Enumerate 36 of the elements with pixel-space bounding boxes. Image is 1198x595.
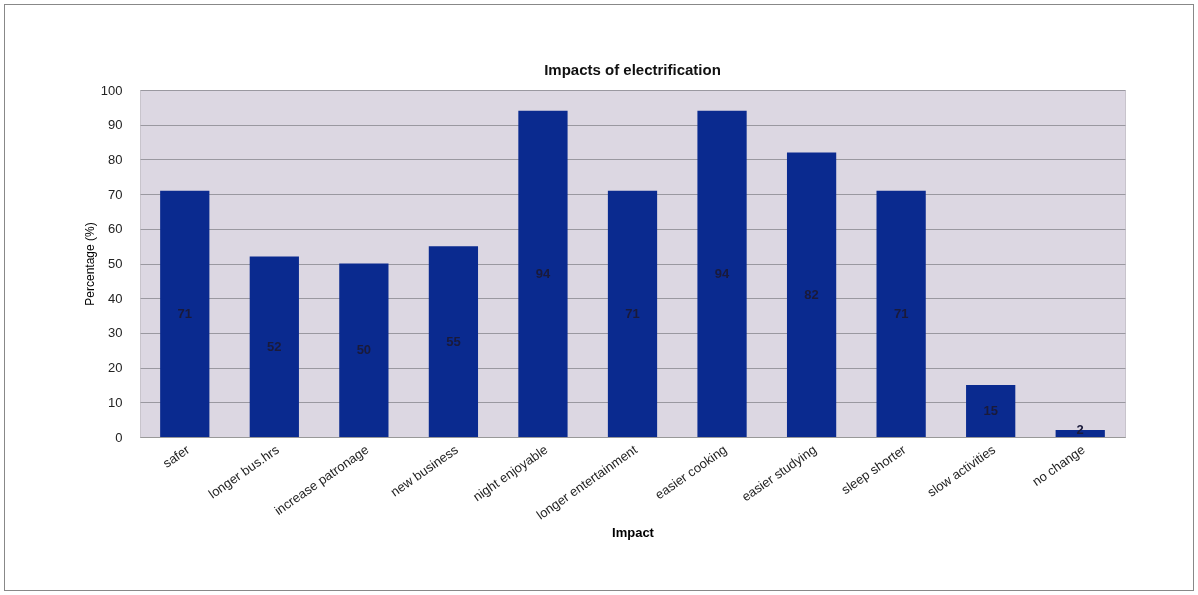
bar	[518, 110, 568, 437]
data-label: 94	[535, 265, 551, 281]
bar	[966, 384, 1016, 437]
y-tick-label: 80	[108, 151, 123, 167]
y-tick-label: 40	[108, 290, 123, 306]
y-tick-label: 30	[108, 325, 123, 341]
y-tick-label: 100	[100, 82, 123, 98]
y-tick-label: 70	[108, 186, 123, 202]
data-label: 52	[267, 338, 282, 354]
y-tick-label: 0	[115, 429, 123, 445]
data-label: 55	[446, 333, 461, 349]
x-axis-title: Impact	[612, 524, 655, 540]
bar	[428, 246, 479, 437]
data-label: 94	[714, 265, 731, 281]
data-label: 50	[356, 342, 372, 358]
y-tick-label: 60	[108, 221, 123, 237]
bar	[249, 256, 299, 437]
data-label: 71	[177, 305, 193, 321]
y-axis-title: Percentage (%)	[82, 222, 97, 306]
y-tick-label: 50	[108, 256, 123, 271]
chart-title: Impacts of electrification	[544, 61, 721, 78]
bar	[339, 263, 389, 437]
bar	[160, 190, 210, 437]
data-label: 71	[893, 305, 909, 321]
data-label: 71	[625, 305, 640, 321]
data-label: 15	[983, 402, 998, 418]
bar	[607, 190, 658, 437]
data-label: 2	[1076, 422, 1084, 438]
data-label: 82	[804, 286, 819, 302]
bar	[697, 110, 747, 437]
bar	[876, 190, 926, 437]
x-tick-label: safer	[159, 441, 193, 471]
y-tick-label: 90	[108, 117, 123, 133]
y-tick-label: 20	[108, 360, 123, 376]
bar	[786, 152, 837, 437]
y-tick-label: 10	[108, 394, 123, 410]
